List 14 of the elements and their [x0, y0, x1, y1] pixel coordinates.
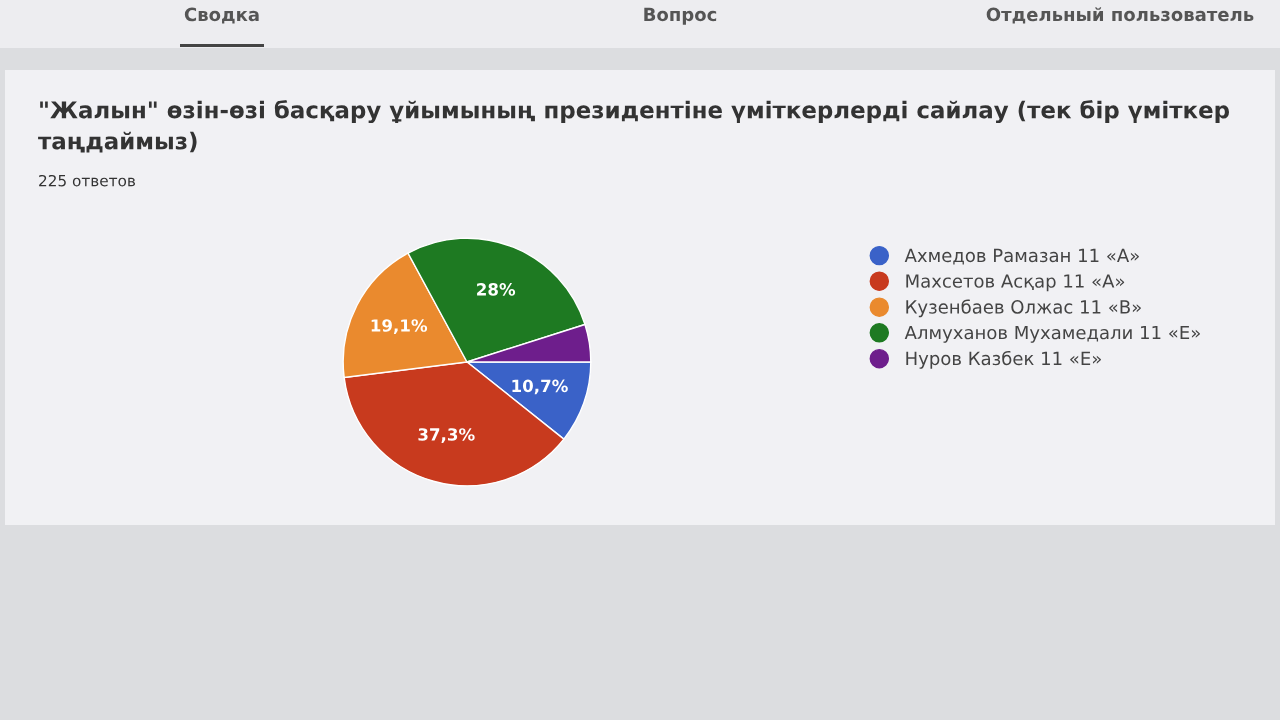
legend-label: Ахмедов Рамазан 11 «А»: [904, 248, 1139, 265]
legend-label: Алмуханов Мухамедали 11 «Е»: [904, 325, 1200, 343]
chart-title: "Жалын" өзін-өзі басқару ұйымының президентіне үміткерлерді сайлау (тек бір үміткер таңдаймыз): [38, 100, 1230, 153]
data-label: 19,1%: [371, 319, 428, 334]
legend-label: Кузенбаев Олжас 11 «В»: [906, 299, 1141, 318]
data-label: 28%: [477, 283, 516, 296]
text: Отдельный пользователь: [986, 7, 1254, 24]
legend-label: Нуров Казбек 11 «Е»: [906, 350, 1101, 369]
legend-label: Махсетов Асқар 11 «А»: [906, 274, 1125, 292]
text: 225 ответов: [39, 174, 136, 187]
data-label: 10,7%: [512, 379, 568, 395]
text: Вопрос: [644, 7, 717, 25]
text: Сводка: [184, 7, 259, 24]
data-label: 37,3%: [418, 428, 475, 443]
